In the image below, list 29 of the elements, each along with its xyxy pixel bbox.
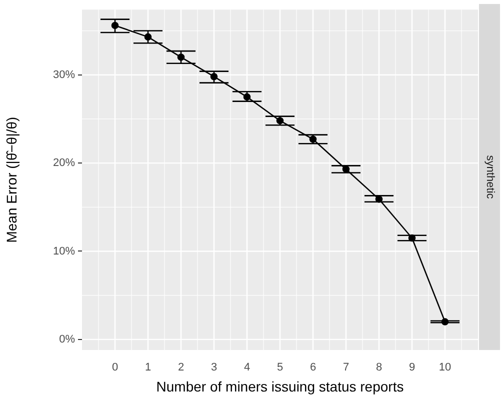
point <box>177 54 185 61</box>
y-tick-label: 0% <box>59 333 76 346</box>
x-tick-label: 7 <box>342 362 350 374</box>
x-tick-label: 5 <box>276 362 284 374</box>
point <box>441 318 449 326</box>
y-axis-title: Mean Error (|θ̂−θ|/θ) <box>3 116 20 243</box>
point <box>210 72 218 80</box>
point <box>375 196 383 203</box>
point <box>243 93 251 101</box>
x-tick-label: 10 <box>438 362 452 374</box>
y-tick-label: 10% <box>52 245 76 258</box>
x-tick-label: 2 <box>178 362 184 374</box>
point <box>144 33 152 41</box>
x-tick-label: 9 <box>408 362 416 374</box>
y-tick-label: 20% <box>52 157 76 170</box>
x-tick-label: 1 <box>144 362 152 374</box>
point <box>309 136 317 143</box>
x-tick-label: 0 <box>112 362 118 374</box>
point <box>408 234 416 242</box>
x-axis-title: Number of miners issuing status reports <box>156 378 404 394</box>
point <box>342 166 350 173</box>
y-tick-label: 30% <box>52 68 76 81</box>
point <box>276 117 284 124</box>
x-tick-label: 6 <box>310 362 316 374</box>
text: synthetic <box>484 155 496 199</box>
x-tick-label: 4 <box>244 362 250 374</box>
x-tick-label: 8 <box>376 362 382 374</box>
x-tick-label: 3 <box>210 362 218 374</box>
point <box>111 22 119 30</box>
